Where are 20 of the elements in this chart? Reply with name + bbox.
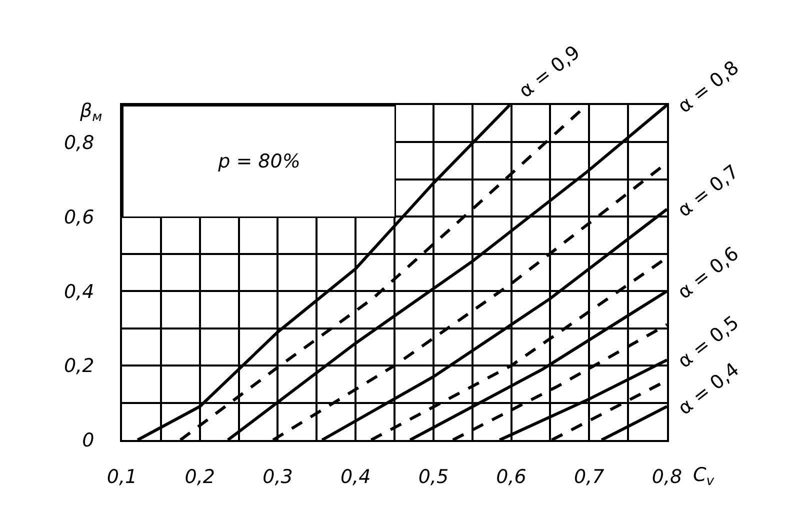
y-tick-label: 0 [82,430,94,452]
text: α = 0,7 [674,160,743,222]
x-tick-label: 0,2 [184,466,215,488]
x-tick-label: 0,7 [574,466,604,488]
x-tick-label: 0,8 [652,466,682,488]
text: α = 0,9 [514,41,584,102]
y-tick-label: 0,4 [64,280,94,303]
x-tick-label: 0,1 [106,466,138,488]
annotation: p = 80% [217,150,300,172]
x-tick-label: 0,4 [340,466,371,488]
x-tick-label: 0,5 [418,466,449,488]
y-axis-title: β$_{м}$ [79,100,102,125]
y-tick-label: 0,2 [64,355,94,378]
x-axis-title: C$_{v}$ [693,464,716,489]
text: α = 0,6 [674,242,743,304]
y-tick-label: 0,8 [64,132,94,154]
y-tick-label: 0,6 [64,206,94,228]
text: α = 0,8 [674,56,744,118]
x-tick-label: 0,6 [496,466,526,488]
x-tick-label: 0,3 [262,466,293,488]
